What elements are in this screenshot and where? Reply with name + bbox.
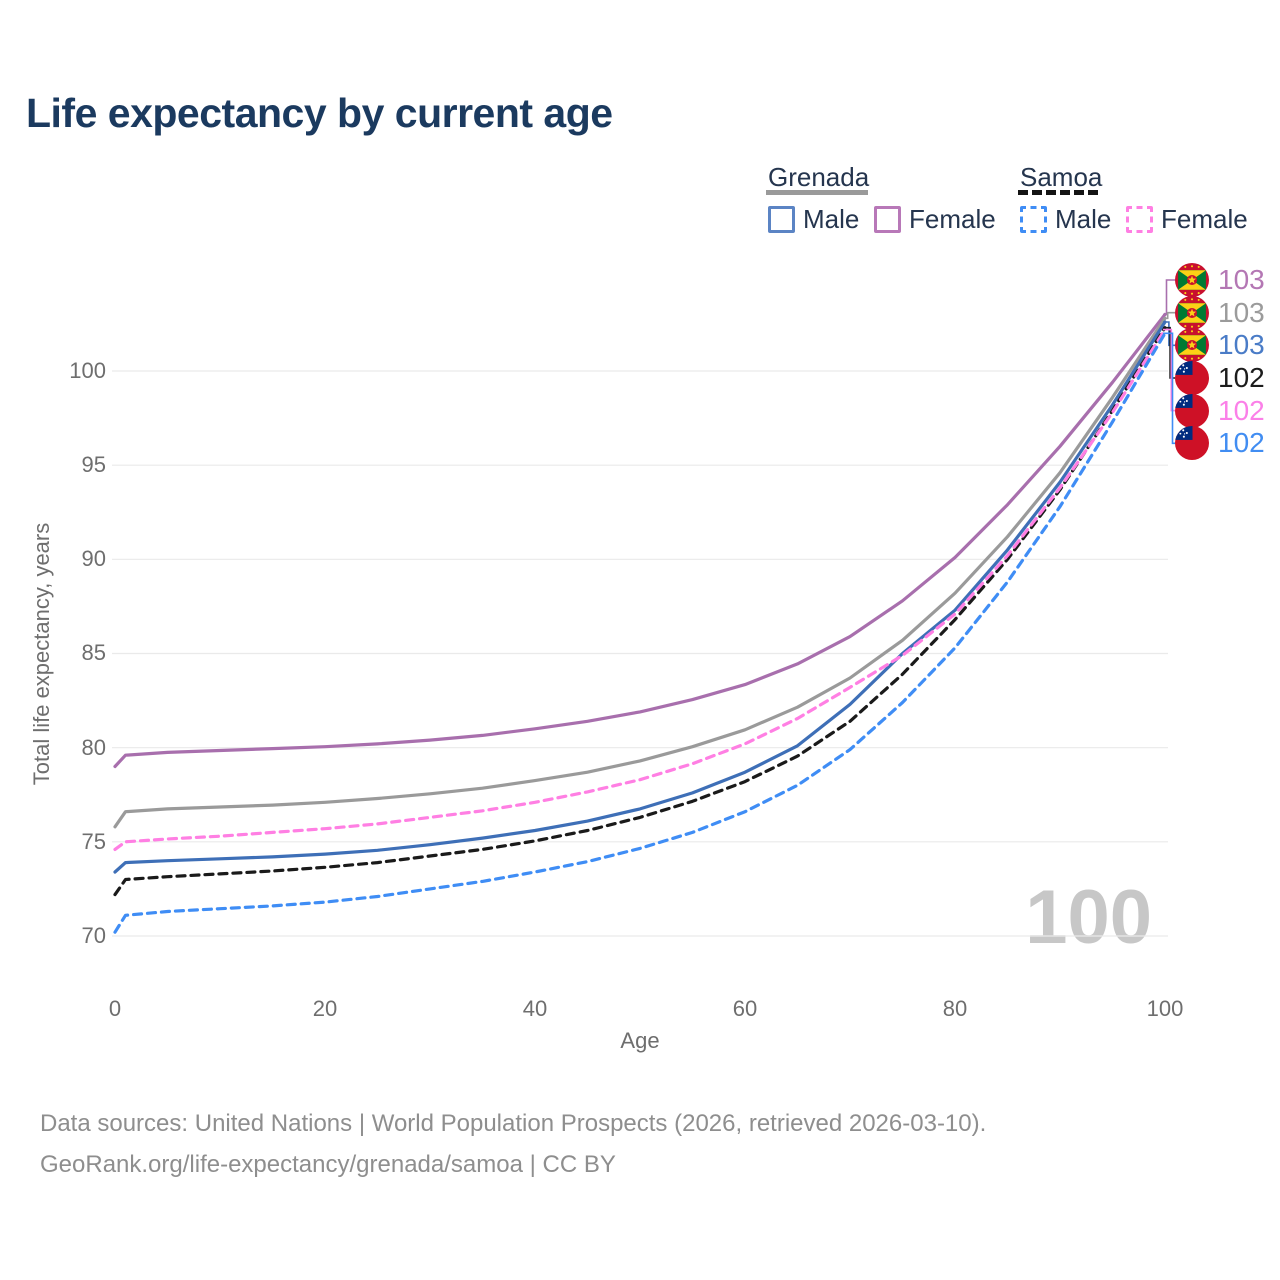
end-value: 102 [1218,362,1265,393]
grenada-flag-icon [1175,296,1209,330]
end-value: 102 [1218,395,1265,426]
end-value: 103 [1218,329,1265,360]
end-value: 103 [1218,297,1265,328]
legend-label-samoa-male: Male [1055,203,1112,234]
end-label-grenada-female: 103 [1175,263,1265,297]
end-label-samoa-female: 102 [1175,394,1265,428]
x-tick-0: 0 [108,996,122,1021]
page-title: Life expectancy by current age [26,90,613,136]
end-value: 103 [1218,264,1265,295]
footer-attribution: GeoRank.org/life-expectancy/grenada/samo… [40,1151,616,1178]
legend-swatch-samoa-female [1126,205,1153,233]
y-tick-85: 85 [81,640,106,665]
y-tick-80: 80 [81,735,106,760]
legend-toggle-grenada-female[interactable]: Female [874,204,996,234]
legend-swatch-samoa-male [1020,205,1047,233]
end-label-grenada-male: 103 [1175,328,1265,362]
legend-swatch-grenada-female [874,205,901,233]
y-tick-95: 95 [81,452,106,477]
samoa-flag-icon [1175,426,1209,460]
samoa-flag-icon [1175,361,1209,395]
y-tick-100: 100 [69,358,106,383]
end-value: 102 [1218,427,1265,458]
samoa-flag-icon [1175,394,1209,428]
x-tick-20: 20 [312,996,338,1021]
legend: Grenada Samoa Male Female Male Female [0,0,1280,240]
x-axis-title: Age [620,1028,660,1053]
legend-label-grenada-male: Male [803,203,860,234]
y-tick-75: 75 [81,829,106,854]
y-tick-90: 90 [81,546,106,571]
legend-label-grenada-female: Female [909,203,996,234]
legend-swatch-grenada-male [768,205,795,233]
x-tick-60: 60 [732,996,758,1021]
legend-toggle-samoa-female[interactable]: Female [1126,204,1248,234]
grenada-flag-icon [1175,328,1209,362]
x-tick-100: 100 [1146,996,1184,1021]
x-tick-40: 40 [522,996,548,1021]
age-counter-watermark: 100 [1025,875,1152,960]
end-label-samoa-male: 102 [1175,426,1265,460]
grenada-flag-icon [1175,263,1209,297]
y-axis-title: Total life expectancy, years [29,522,54,786]
y-tick-70: 70 [81,923,106,948]
legend-toggle-grenada-male[interactable]: Male [768,204,859,234]
x-tick-80: 80 [942,996,968,1021]
legend-underline-grenada [766,190,868,195]
legend-toggle-samoa-male[interactable]: Male [1020,204,1111,234]
end-label-samoa-total: 102 [1175,361,1265,395]
footer-data-sources: Data sources: United Nations | World Pop… [40,1110,987,1137]
legend-underline-samoa [1018,190,1098,195]
end-label-grenada-total: 103 [1175,296,1265,330]
legend-country-grenada: Grenada [768,162,870,192]
legend-label-samoa-female: Female [1161,203,1248,234]
legend-country-samoa: Samoa [1020,162,1103,192]
